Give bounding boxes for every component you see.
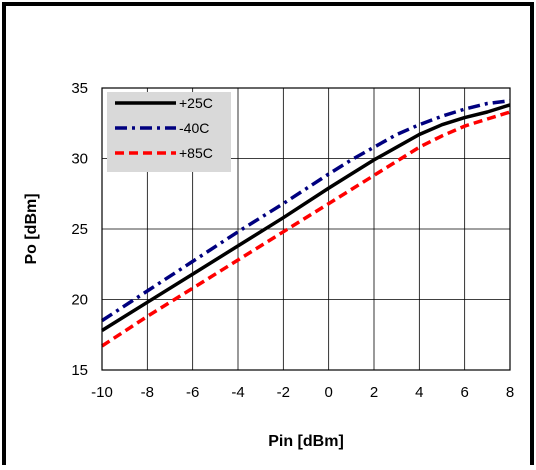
legend-label: -40C bbox=[179, 120, 209, 136]
x-tick-label: -6 bbox=[186, 384, 199, 401]
legend-box bbox=[107, 92, 231, 172]
y-tick-label: 25 bbox=[71, 221, 88, 238]
x-tick-label: -10 bbox=[91, 384, 113, 401]
legend: +25C -40C +85C bbox=[107, 92, 231, 172]
x-tick-label: -2 bbox=[277, 384, 290, 401]
x-tick-label: 6 bbox=[460, 384, 468, 401]
x-tick-label: -4 bbox=[231, 384, 244, 401]
x-tick-label: 0 bbox=[324, 384, 332, 401]
y-tick-label: 20 bbox=[71, 292, 88, 309]
plot-border bbox=[101, 87, 511, 371]
x-tick-label: 2 bbox=[370, 384, 378, 401]
x-tick-labels: -10 -8 -6 -4 -2 0 2 4 6 8 bbox=[91, 384, 514, 401]
series-line-1 bbox=[101, 103, 511, 332]
y-tick-label: 35 bbox=[71, 80, 88, 97]
legend-label: +85C bbox=[179, 145, 213, 161]
series-line-3 bbox=[101, 110, 511, 348]
y-tick-labels: 15 20 25 30 35 bbox=[71, 80, 88, 379]
x-axis-label: Pin [dBm] bbox=[268, 433, 344, 450]
x-tick-label: -8 bbox=[141, 384, 154, 401]
series-layer bbox=[101, 98, 511, 348]
x-tick-label: 8 bbox=[506, 384, 514, 401]
series-line-2 bbox=[101, 98, 511, 323]
y-axis-label: Po [dBm] bbox=[23, 193, 40, 264]
y-tick-label: 15 bbox=[71, 362, 88, 379]
legend-label: +25C bbox=[179, 95, 213, 111]
x-tick-label: 4 bbox=[415, 384, 423, 401]
y-tick-label: 30 bbox=[71, 151, 88, 168]
